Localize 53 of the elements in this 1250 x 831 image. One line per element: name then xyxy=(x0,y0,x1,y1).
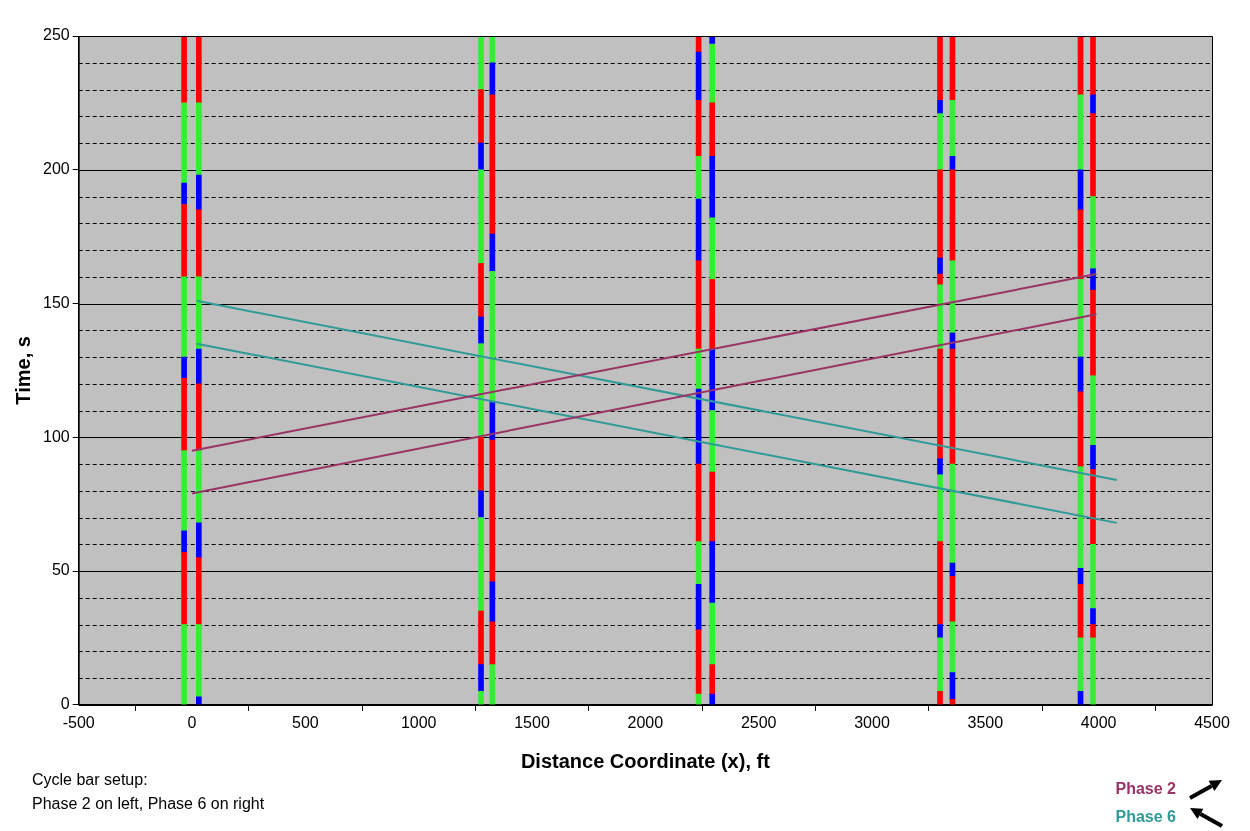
y-axis-title: Time, s xyxy=(11,336,34,405)
bar xyxy=(1090,637,1096,705)
text: Cycle bar setup: xyxy=(32,770,149,790)
bar xyxy=(1090,444,1096,470)
bar xyxy=(1090,543,1096,609)
bar xyxy=(1090,469,1096,545)
x-tick-label: 1500 xyxy=(514,713,550,731)
y-tick-label: 200 xyxy=(42,160,70,178)
bar xyxy=(709,279,716,350)
y-tick-label: 100 xyxy=(42,427,70,445)
bar xyxy=(1090,196,1096,270)
bar xyxy=(709,664,716,695)
x-tick-label: 500 xyxy=(292,713,319,731)
x-tick-label: 3000 xyxy=(854,713,890,731)
x-axis-title: Distance Coordinate (x), ft xyxy=(520,749,771,772)
bar xyxy=(181,530,187,553)
bar xyxy=(937,458,943,476)
bar xyxy=(1090,36,1096,96)
y-tick-label: 250 xyxy=(42,26,70,44)
bar xyxy=(478,169,484,264)
bar xyxy=(937,624,943,639)
bar xyxy=(181,624,187,705)
y-tick-label: 0 xyxy=(60,695,70,713)
x-tick-label: 2000 xyxy=(627,713,664,731)
bar xyxy=(181,378,187,451)
bar xyxy=(181,204,187,278)
x-tick-label: 4000 xyxy=(1080,713,1117,731)
bar xyxy=(1090,113,1096,197)
text: Phase 2 xyxy=(1115,780,1176,798)
bar xyxy=(1090,624,1096,639)
bar xyxy=(181,36,187,104)
bar xyxy=(1090,289,1096,377)
text: Phase 6 xyxy=(1115,808,1176,826)
x-tick-label: 2500 xyxy=(740,713,777,731)
x-tick-label: -500 xyxy=(62,713,95,731)
x-tick-label: 3500 xyxy=(967,713,1004,731)
bar xyxy=(478,691,484,705)
bar xyxy=(181,356,187,379)
bar xyxy=(181,102,187,184)
bar xyxy=(937,36,943,101)
x-tick-label: 1000 xyxy=(400,713,437,731)
bar xyxy=(181,551,187,625)
x-tick-label: 4500 xyxy=(1194,713,1230,731)
y-tick-label: 50 xyxy=(51,561,70,579)
bar xyxy=(1090,608,1096,625)
text: Phase 2 on left, Phase 6 on right xyxy=(32,794,265,814)
bar xyxy=(937,169,943,259)
bar xyxy=(709,471,716,542)
bar xyxy=(478,517,484,612)
y-tick-label: 150 xyxy=(42,293,70,311)
x-tick-label: 0 xyxy=(187,713,197,731)
bar xyxy=(181,450,187,532)
bar xyxy=(709,102,716,157)
